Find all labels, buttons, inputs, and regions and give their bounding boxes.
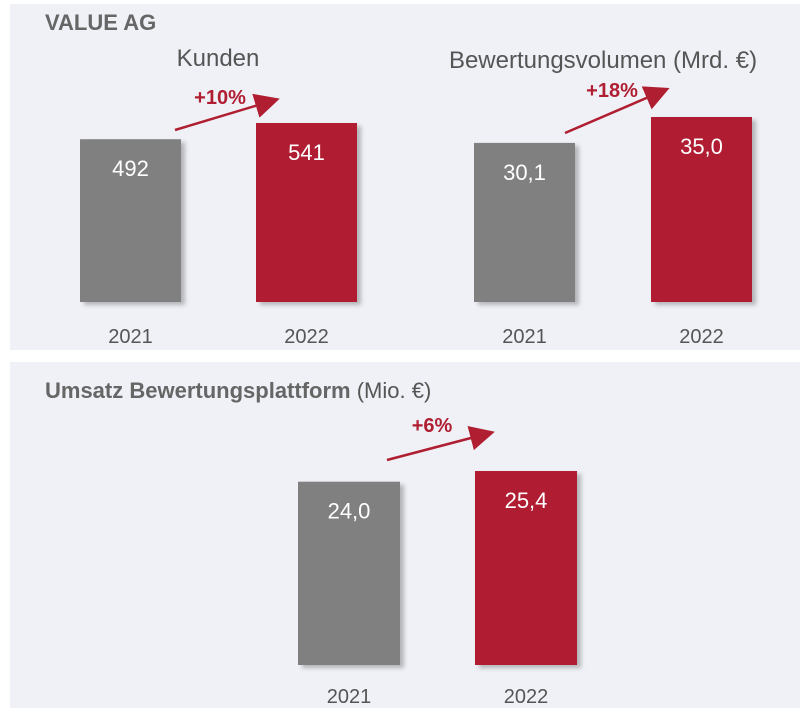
x-tick-label: 2022 (679, 326, 724, 348)
growth-label: +10% (194, 87, 246, 109)
chart-title-text: Bewertungsvolumen (Mrd. €) (449, 47, 757, 74)
page-title: VALUE AG (45, 10, 156, 35)
chart-title-text: Kunden (177, 45, 260, 72)
value-label: 24,0 (328, 499, 371, 524)
value-label: 35,0 (680, 134, 723, 159)
growth-arrow (386, 425, 495, 462)
bar (651, 117, 752, 302)
bar (80, 139, 181, 302)
bar (298, 481, 400, 665)
growth-label: +6% (412, 415, 453, 437)
x-tick-label: 2022 (284, 326, 329, 348)
chart-title: Kunden (177, 45, 260, 72)
value-label: 30,1 (503, 160, 546, 185)
chart-unit: (Mio. €) (357, 378, 432, 403)
value-label: 492 (112, 156, 149, 181)
chart-title: Bewertungsvolumen (Mrd. €) (449, 47, 757, 74)
value-label: 25,4 (505, 488, 548, 513)
chart-title-text: Umsatz Bewertungsplattform (45, 378, 351, 403)
x-tick-label: 2021 (502, 326, 547, 348)
growth-label: +18% (586, 80, 638, 102)
x-tick-label: 2021 (108, 326, 153, 348)
bar (256, 123, 357, 302)
x-tick-label: 2021 (327, 686, 372, 708)
value-label: 541 (288, 140, 325, 165)
panel (10, 362, 800, 708)
bar (475, 471, 577, 665)
chart-title: Umsatz Bewertungsplattform (Mio. €) (45, 378, 431, 403)
growth-arrow (564, 86, 670, 135)
growth-arrow (174, 93, 280, 132)
bar (474, 142, 575, 302)
x-tick-label: 2022 (504, 686, 549, 708)
